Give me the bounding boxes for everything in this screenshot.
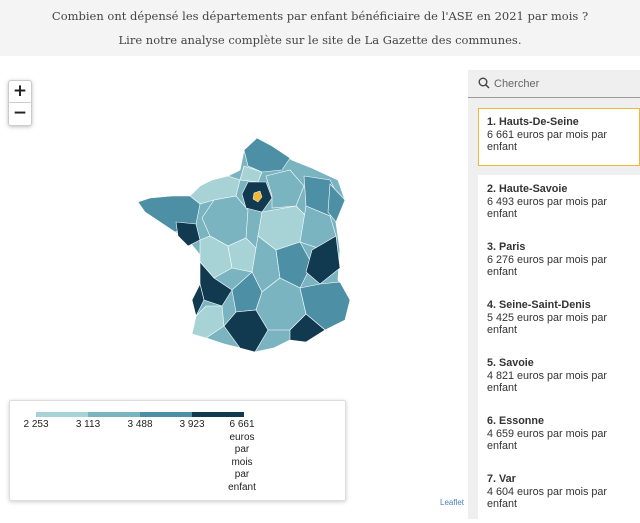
region-normandie [189, 175, 241, 205]
department-regions[interactable] [137, 137, 351, 353]
region-north [243, 137, 291, 173]
region-gironde-coast [191, 283, 205, 317]
search-icon [478, 77, 490, 89]
legend-label-3: 3 488 [127, 419, 153, 430]
ranking-item-value: 4 821 euros par mois par [487, 369, 608, 382]
ranking-item-2[interactable]: 2. Haute-Savoie 6 493 euros par mois par… [478, 175, 640, 233]
legend-unit-2: par [234, 444, 250, 455]
ranking-item-value: 4 604 euros par mois par [487, 485, 608, 498]
legend-color-1 [36, 412, 88, 417]
leaflet-attribution-link[interactable]: Leaflet [440, 498, 465, 507]
region-rhone [275, 241, 313, 289]
ranking-item-value: 5 425 euros par mois par [487, 311, 608, 324]
legend-label-1: 2 253 [23, 419, 49, 430]
zoom-in-button[interactable]: + [9, 81, 31, 103]
ranking-item-title: 7. Var [487, 473, 516, 485]
ranking-item-1[interactable]: 1. Hauts-De-Seine 6 661 euros par mois p… [478, 108, 640, 166]
ranking-item-title: 1. Hauts-De-Seine [487, 116, 579, 128]
ranking-item-tail: enfant [487, 208, 518, 220]
ranking-item-value: 6 661 euros par mois par [487, 128, 608, 141]
legend-color-2 [88, 412, 140, 417]
legend-unit-5: enfant [228, 481, 256, 493]
france-choropleth-map[interactable] [0, 56, 468, 519]
legend-unit-4: par [234, 469, 250, 480]
header-title: Combien ont dépensé les départements par… [51, 9, 589, 23]
map-legend: 2 253 3 113 3 488 3 923 6 661 euros par … [9, 400, 346, 501]
ranking-item-tail: enfant [487, 498, 518, 510]
selected-department-hauts-de-seine[interactable] [252, 190, 263, 203]
header-link-text[interactable]: Lire notre analyse complète sur le site … [118, 33, 522, 47]
legend-unit-3: mois [231, 456, 253, 468]
region-savoies [305, 235, 341, 285]
ranking-item-5[interactable]: 5. Savoie 4 821 euros par mois par enfan… [478, 349, 640, 407]
legend-label-5: 6 661 euros par mois par enfant [222, 419, 262, 494]
legend-max-value: 6 661 [229, 419, 255, 430]
ranking-item-value: 6 493 euros par mois par [487, 195, 608, 208]
ranking-item-tail: enfant [487, 266, 518, 278]
ranking-sidebar[interactable]: 1. Hauts-De-Seine 6 661 euros par mois p… [468, 70, 640, 523]
ranking-item-7[interactable]: 7. Var 4 604 euros par mois par enfant [478, 465, 640, 523]
region-var [289, 313, 326, 343]
ranking-item-title: 3. Paris [487, 241, 526, 253]
ranking-item-tail: enfant [487, 382, 518, 394]
zoom-out-button[interactable]: − [12, 103, 28, 123]
ranking-item-title: 2. Haute-Savoie [487, 183, 568, 195]
region-pays-loire [175, 221, 201, 247]
ranking-item-title: 5. Savoie [487, 357, 534, 369]
page-header: Combien ont dépensé les départements par… [0, 0, 640, 56]
search-input[interactable] [494, 75, 634, 93]
ranking-item-4[interactable]: 4. Seine-Saint-Denis 5 425 euros par moi… [478, 291, 640, 349]
ranking-item-3[interactable]: 3. Paris 6 276 euros par mois par enfant [478, 233, 640, 291]
ranking-item-value: 6 276 euros par mois par [487, 253, 608, 266]
legend-color-3 [140, 412, 192, 417]
legend-label-4: 3 923 [179, 419, 205, 430]
zoom-control: + − [8, 80, 32, 126]
legend-label-2: 3 113 [75, 419, 101, 430]
ranking-item-value: 4 659 euros par mois par [487, 427, 608, 440]
ranking-item-title: 6. Essonne [487, 415, 545, 427]
ranking-item-6[interactable]: 6. Essonne 4 659 euros par mois par enfa… [478, 407, 640, 465]
legend-unit-1: euros [229, 431, 255, 443]
ranking-item-tail: enfant [487, 324, 518, 336]
search-bar [468, 70, 640, 98]
ranking-item-tail: enfant [487, 440, 518, 452]
ranking-item-title: 4. Seine-Saint-Denis [487, 299, 591, 311]
region-alsace [327, 183, 346, 223]
ranking-item-tail: enfant [487, 141, 518, 153]
legend-color-4 [192, 412, 244, 417]
